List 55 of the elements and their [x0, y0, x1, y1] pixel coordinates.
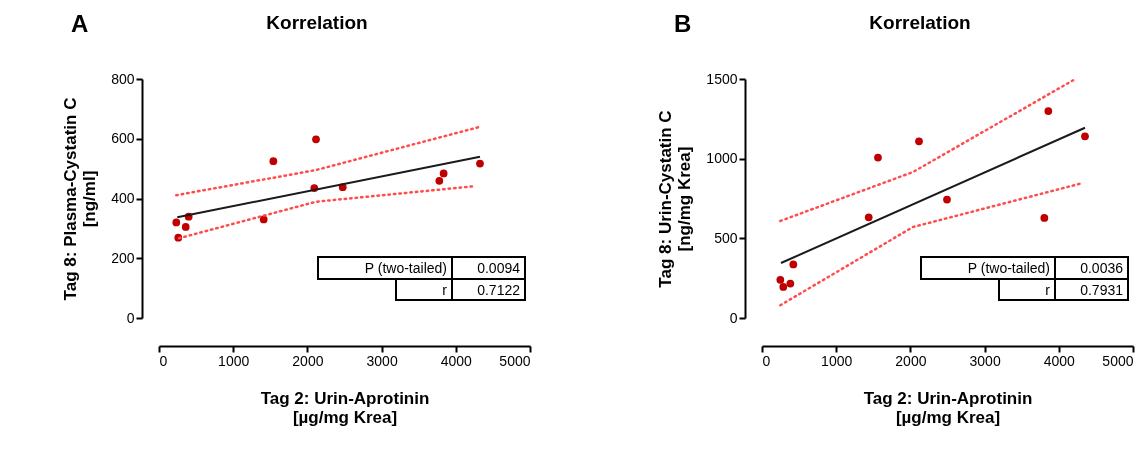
- annotation: 0.0036: [1080, 260, 1124, 276]
- y-axis-title: Tag 8: Plasma-Cystatin C [ng/ml]: [61, 97, 100, 301]
- y-tick-label: 1500: [706, 70, 738, 87]
- chart-title: Korrelation: [869, 12, 971, 33]
- point: [789, 260, 798, 269]
- y-tick-label: 500: [714, 229, 738, 246]
- point: [864, 213, 873, 222]
- x-tick-label: 1000: [218, 352, 250, 369]
- point: [943, 195, 951, 204]
- x-tick-label: 4000: [1043, 352, 1076, 369]
- x-tick-label: 5000: [1102, 352, 1134, 369]
- x-tick-label: 1000: [821, 352, 853, 369]
- point: [476, 159, 484, 168]
- x-tick-label: 2000: [895, 352, 927, 369]
- x-axis-title: Tag 2: Urin-Aprotinin [µg/mg Krea]: [863, 388, 1033, 427]
- y-tick-label: 200: [111, 249, 135, 266]
- point: [181, 223, 190, 231]
- annotation: r: [442, 281, 448, 298]
- point: [874, 153, 882, 162]
- annotation: 0.7122: [477, 281, 521, 298]
- text: B: [674, 10, 692, 37]
- x-tick-label: 2000: [292, 352, 324, 369]
- annotation: P (two-tailed): [364, 260, 447, 276]
- annotation: 0.0094: [477, 260, 521, 276]
- point: [312, 135, 320, 144]
- x-axis-title: Tag 2: Urin-Aprotinin [µg/mg Krea]: [260, 388, 430, 427]
- point: [1040, 214, 1049, 222]
- point: [786, 279, 795, 288]
- y-tick-label: 400: [111, 190, 135, 206]
- point: [435, 177, 444, 185]
- point: [779, 283, 788, 291]
- text: A: [71, 10, 89, 37]
- chart-title: Korrelation: [266, 12, 368, 33]
- y-tick-label: 0: [126, 309, 135, 326]
- point: [1081, 132, 1089, 141]
- x-tick-label: 0: [762, 352, 771, 369]
- point: [439, 169, 448, 178]
- y-tick-label: 800: [111, 70, 135, 87]
- point: [1044, 107, 1053, 115]
- y-tick-label: 1000: [706, 150, 738, 167]
- y-tick-label: 0: [729, 309, 738, 326]
- y-tick-label: 600: [111, 130, 135, 147]
- point: [269, 157, 278, 166]
- point: [915, 137, 923, 146]
- point: [776, 275, 785, 284]
- x-tick-label: 4000: [440, 352, 473, 369]
- x-tick-label: 3000: [969, 352, 1001, 369]
- point: [172, 218, 181, 227]
- x-tick-label: 5000: [499, 352, 531, 369]
- annotation: r: [1045, 281, 1051, 298]
- annotation: P (two-tailed): [967, 260, 1050, 276]
- x-tick-label: 3000: [366, 352, 398, 369]
- annotation: 0.7931: [1080, 281, 1124, 298]
- x-tick-label: 0: [159, 352, 168, 369]
- y-axis-title: Tag 8: Urin-Cystatin C [ng/mg Krea]: [656, 110, 695, 288]
